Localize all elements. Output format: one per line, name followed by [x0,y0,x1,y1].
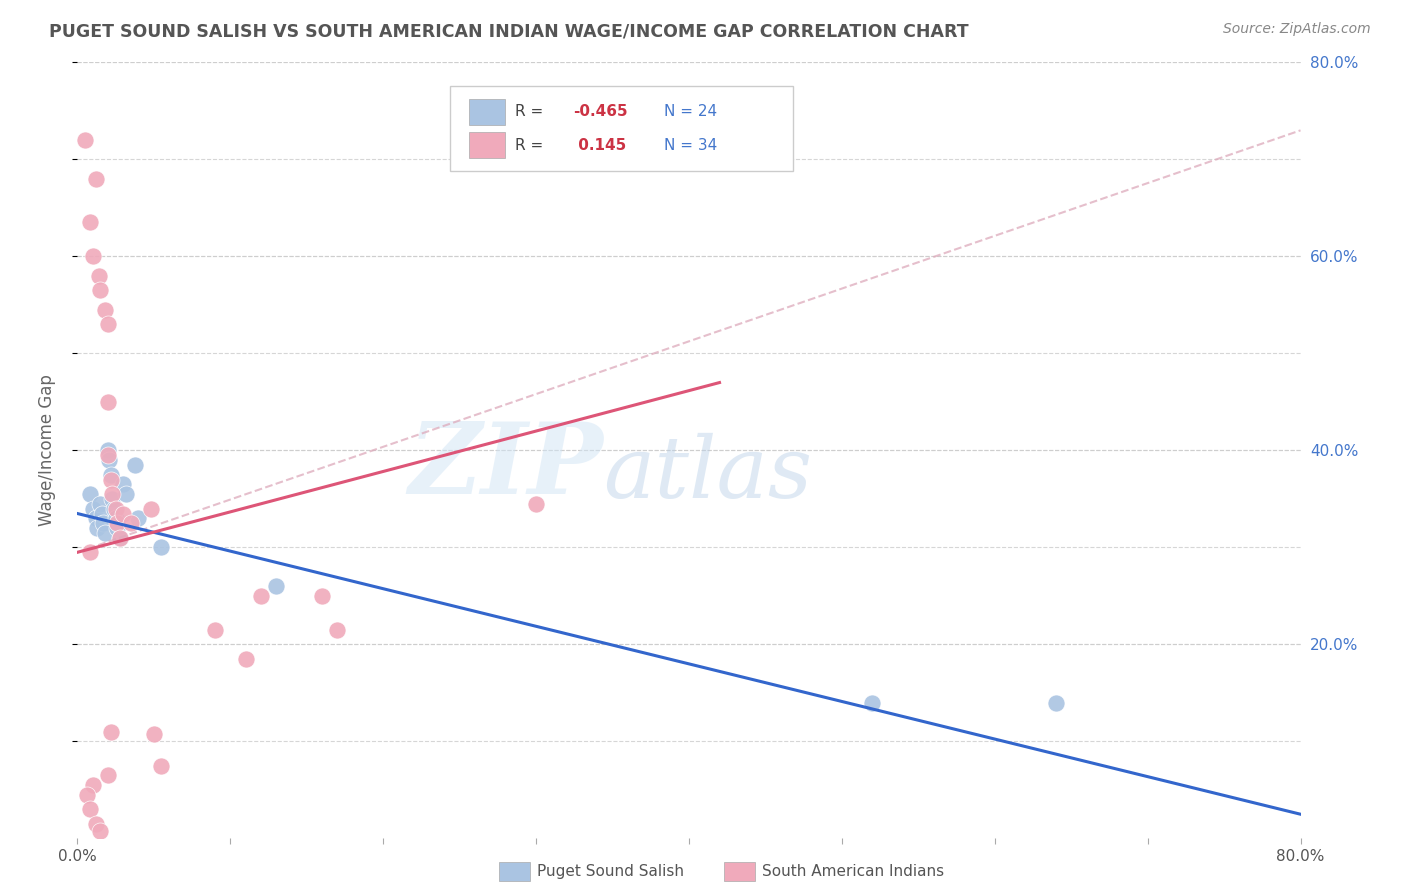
FancyBboxPatch shape [468,132,506,158]
FancyBboxPatch shape [468,99,506,125]
Point [105,516,128,531]
Point [79,215,101,229]
Point [104,501,127,516]
Point [204,623,226,637]
Point [100,467,122,482]
Point [100,724,122,739]
Point [142,727,165,741]
Point [90,507,112,521]
Point [104,511,127,525]
Point [524,497,547,511]
Text: Puget Sound Salish: Puget Sound Salish [537,864,685,879]
Point [82,250,104,264]
Point [82,501,104,516]
Point [94,525,117,540]
Point [115,487,138,501]
Point [87,268,110,283]
Point [250,589,273,603]
Point [94,302,117,317]
Text: -0.465: -0.465 [572,103,627,119]
Point [120,516,142,531]
Point [84,171,107,186]
Text: N = 24: N = 24 [665,103,717,119]
Point [97,395,120,409]
Point [264,579,287,593]
Point [112,507,135,521]
Point [97,768,120,782]
Point [108,531,131,545]
Point [97,443,120,458]
Point [82,778,104,792]
Point [89,497,111,511]
Point [150,541,173,555]
Point [79,802,101,816]
Point [124,458,146,472]
Point [79,545,101,559]
Text: R =: R = [515,138,553,153]
Point [91,516,114,531]
Point [101,491,124,506]
Point [326,623,349,637]
Point [139,501,162,516]
Point [101,487,124,501]
Point [98,453,121,467]
Point [79,487,101,501]
Text: South American Indians: South American Indians [762,864,945,879]
Text: ZIP: ZIP [408,417,603,514]
Text: 0.145: 0.145 [572,138,626,153]
Point [89,284,111,298]
Point [73,133,96,147]
Point [112,477,135,491]
Point [97,318,120,332]
Point [311,589,333,603]
Text: atlas: atlas [603,433,813,515]
Point [86,521,108,535]
Point [97,448,120,462]
Point [150,758,173,772]
Point [84,511,107,525]
Text: PUGET SOUND SALISH VS SOUTH AMERICAN INDIAN WAGE/INCOME GAP CORRELATION CHART: PUGET SOUND SALISH VS SOUTH AMERICAN IND… [49,22,969,40]
Point [235,652,257,666]
Point [108,531,131,545]
Point [127,511,149,525]
Y-axis label: Wage/Income Gap: Wage/Income Gap [38,375,56,526]
Point [1045,696,1067,710]
Text: Source: ZipAtlas.com: Source: ZipAtlas.com [1223,22,1371,37]
Point [103,501,125,516]
Text: R =: R = [515,103,548,119]
Text: N = 34: N = 34 [665,138,717,153]
Point [862,696,884,710]
FancyBboxPatch shape [450,86,793,171]
Point [100,473,122,487]
Point [84,817,107,831]
Point [105,521,128,535]
Point [89,823,111,838]
Point [76,788,98,802]
